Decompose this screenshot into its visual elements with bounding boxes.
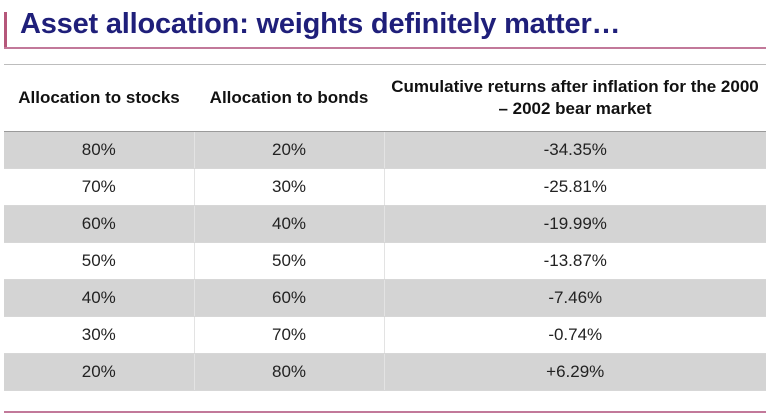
table-row: 50% 50% -13.87% xyxy=(4,242,766,280)
slide-title: Asset allocation: weights definitely mat… xyxy=(20,8,621,40)
cell-return: -7.46% xyxy=(383,279,766,317)
title-bar: Asset allocation: weights definitely mat… xyxy=(0,0,770,56)
table-row: 30% 70% -0.74% xyxy=(4,316,766,354)
cell-stocks: 60% xyxy=(4,205,194,243)
cell-bonds: 30% xyxy=(193,168,384,206)
cell-bonds: 50% xyxy=(193,242,384,280)
cell-bonds: 80% xyxy=(193,353,384,391)
cell-stocks: 40% xyxy=(4,279,194,317)
table-row: 20% 80% +6.29% xyxy=(4,353,766,391)
table-row: 80% 20% -34.35% xyxy=(4,131,766,169)
cell-stocks: 30% xyxy=(4,316,194,354)
table-row: 40% 60% -7.46% xyxy=(4,279,766,317)
cell-return: -25.81% xyxy=(383,168,766,206)
table-row: 60% 40% -19.99% xyxy=(4,205,766,243)
header-cumulative-returns: Cumulative returns after inflation for t… xyxy=(384,64,766,132)
cell-return: +6.29% xyxy=(383,353,766,391)
table-body: 80% 20% -34.35% 70% 30% -25.81% 60% 40% … xyxy=(4,131,766,391)
table-header: Allocation to stocks Allocation to bonds… xyxy=(4,64,766,132)
cell-stocks: 50% xyxy=(4,242,194,280)
title-divider xyxy=(4,47,766,49)
header-bonds: Allocation to bonds xyxy=(194,64,384,132)
cell-bonds: 40% xyxy=(193,205,384,243)
header-row: Allocation to stocks Allocation to bonds… xyxy=(4,64,766,132)
title-accent-bar xyxy=(4,12,7,48)
allocation-table: Allocation to stocks Allocation to bonds… xyxy=(4,64,766,391)
cell-stocks: 70% xyxy=(4,168,194,206)
cell-return: -13.87% xyxy=(383,242,766,280)
cell-return: -34.35% xyxy=(383,131,766,169)
header-stocks: Allocation to stocks xyxy=(4,64,194,132)
cell-return: -0.74% xyxy=(383,316,766,354)
cell-bonds: 20% xyxy=(193,131,384,169)
table-row: 70% 30% -25.81% xyxy=(4,168,766,206)
bottom-divider xyxy=(4,411,766,413)
cell-stocks: 20% xyxy=(4,353,194,391)
cell-bonds: 70% xyxy=(193,316,384,354)
cell-stocks: 80% xyxy=(4,131,194,169)
cell-return: -19.99% xyxy=(383,205,766,243)
cell-bonds: 60% xyxy=(193,279,384,317)
allocation-table-container: Allocation to stocks Allocation to bonds… xyxy=(4,64,766,391)
